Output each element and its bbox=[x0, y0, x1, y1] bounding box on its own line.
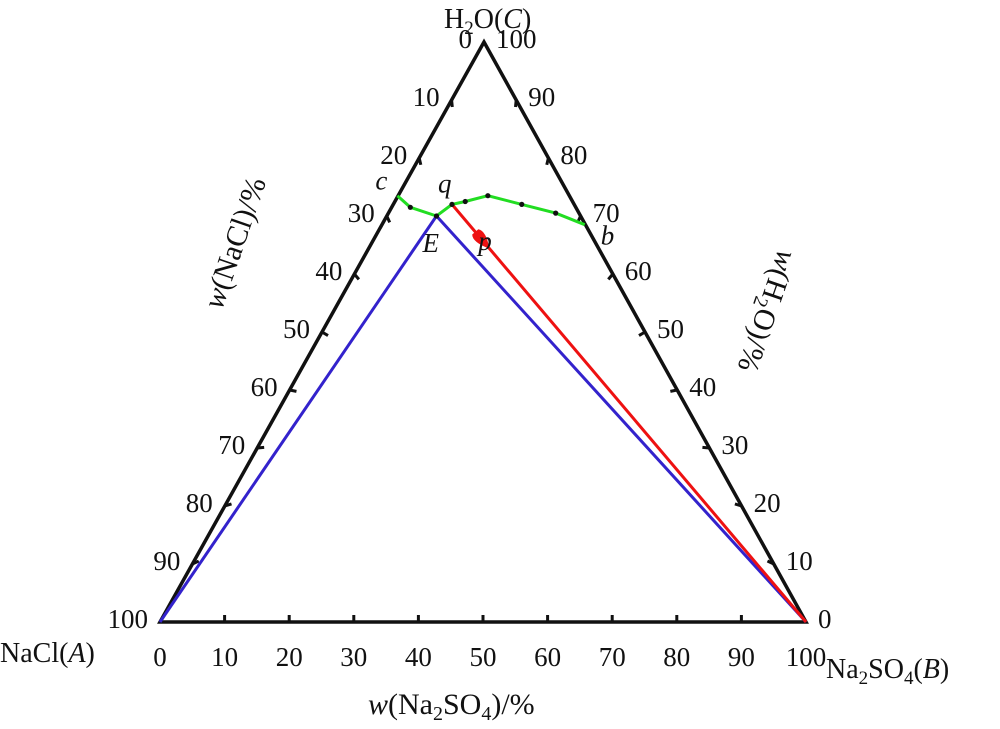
vertex-label-A: NaCl(A) bbox=[0, 638, 95, 669]
curve-marker bbox=[519, 201, 525, 207]
tick-mark bbox=[702, 445, 710, 450]
curve-marker bbox=[462, 198, 468, 205]
tick-label-bottom: 10 bbox=[211, 642, 238, 672]
tick-label-right: 30 bbox=[721, 430, 748, 460]
vertex-label-C: H2O(C) bbox=[444, 4, 531, 39]
tick-mark bbox=[450, 99, 454, 108]
tick-mark bbox=[417, 157, 423, 166]
tick-label-right: 90 bbox=[528, 82, 555, 112]
tick-labels: 0 10 20 30 40 50 60 70 80 90 100100908070605040302… bbox=[108, 24, 832, 672]
tick-label-left: 30 bbox=[348, 198, 375, 228]
axis-title-right: w(H2O)/% bbox=[727, 245, 803, 377]
tick-label-bottom: 60 bbox=[534, 642, 561, 672]
point-label-b: b bbox=[601, 221, 615, 251]
curve-marker bbox=[553, 210, 559, 216]
point-label-q: q bbox=[438, 168, 452, 198]
point-label-c: c bbox=[375, 166, 387, 196]
curve-marker bbox=[449, 201, 455, 207]
curve-marker bbox=[407, 204, 413, 210]
tick-label-bottom: 100 bbox=[786, 642, 827, 672]
tick-label-left: 100 bbox=[108, 604, 149, 634]
solubility-curve bbox=[396, 194, 586, 227]
tick-label-bottom: 0 bbox=[153, 642, 167, 672]
tick-mark bbox=[545, 157, 550, 166]
tick-label-bottom: 90 bbox=[728, 642, 755, 672]
tick-mark bbox=[289, 388, 297, 393]
tick-label-left: 40 bbox=[315, 256, 342, 286]
tick-label-right: 20 bbox=[754, 488, 781, 518]
tick-label-left: 80 bbox=[186, 488, 213, 518]
tick-mark bbox=[257, 445, 265, 450]
tick-mark bbox=[224, 502, 232, 508]
tie-line-q-B bbox=[450, 203, 808, 623]
tick-mark bbox=[734, 502, 743, 508]
tick-mark bbox=[191, 559, 200, 566]
vertex-label-B: Na2SO4(B) bbox=[826, 654, 949, 689]
tick-label-bottom: 40 bbox=[405, 642, 432, 672]
tick-mark bbox=[321, 330, 329, 337]
tick-label-left: 20 bbox=[380, 140, 407, 170]
curve-markers bbox=[407, 193, 559, 219]
tick-label-right: 80 bbox=[560, 140, 587, 170]
tick-label-left: 50 bbox=[283, 314, 310, 344]
tick-mark bbox=[353, 273, 361, 281]
tick-label-bottom: 70 bbox=[599, 642, 626, 672]
tick-label-left: 60 bbox=[251, 372, 278, 402]
tick-mark bbox=[766, 559, 775, 566]
tick-mark bbox=[607, 273, 614, 281]
tick-mark bbox=[385, 215, 392, 223]
arrow-marker-p bbox=[472, 229, 490, 249]
tie-line-E-B bbox=[435, 214, 808, 624]
curve-marker bbox=[485, 193, 491, 199]
tick-mark bbox=[670, 388, 678, 393]
point-label-p: p bbox=[476, 226, 492, 256]
tick-label-left: 10 bbox=[413, 82, 440, 112]
axis-title-left: w(NaCl)/% bbox=[197, 173, 273, 313]
tick-label-bottom: 20 bbox=[276, 642, 303, 672]
point-label-E: E bbox=[421, 228, 439, 258]
tick-label-bottom: 50 bbox=[470, 642, 497, 672]
tick-label-right: 10 bbox=[786, 546, 813, 576]
tick-label-left: 90 bbox=[153, 546, 180, 576]
tick-label-right: 40 bbox=[689, 372, 716, 402]
tick-label-left: 0 bbox=[459, 24, 473, 54]
tick-marks bbox=[191, 99, 775, 622]
tick-label-right: 60 bbox=[625, 256, 652, 286]
tick-mark bbox=[514, 99, 518, 108]
tick-label-right: 100 bbox=[496, 24, 537, 54]
curve-marker bbox=[433, 213, 440, 219]
tick-label-right: 50 bbox=[657, 314, 684, 344]
tick-label-left: 70 bbox=[218, 430, 245, 460]
tick-mark bbox=[638, 330, 646, 337]
tick-label-right: 0 bbox=[818, 604, 832, 634]
tick-label-right: 70 bbox=[593, 198, 620, 228]
tick-label-bottom: 30 bbox=[340, 642, 367, 672]
tick-label-bottom: 80 bbox=[663, 642, 690, 672]
tie-line-E-A bbox=[158, 215, 438, 623]
axis-title-bottom: w(Na2SO4)/% bbox=[368, 688, 535, 725]
triangle-frame bbox=[157, 38, 809, 624]
